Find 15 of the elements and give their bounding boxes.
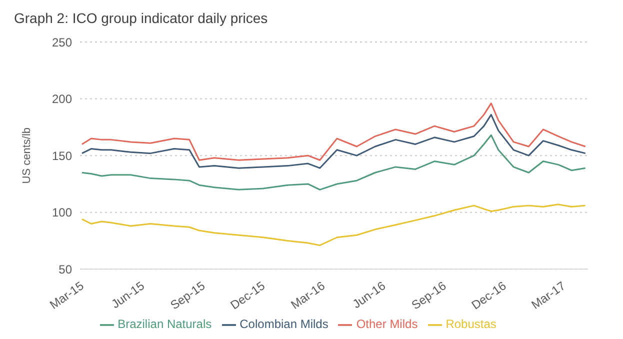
y-tick-label: 250: [52, 35, 72, 50]
legend-label: Other Milds: [356, 317, 418, 332]
line-series: [81, 134, 586, 190]
y-axis-title: US cents/lb: [20, 127, 33, 184]
y-tick-label: 150: [52, 148, 72, 163]
y-tick-label: 100: [52, 206, 72, 220]
y-tick-label: 50: [58, 262, 72, 276]
legend-label: Brazilian Naturals: [118, 317, 212, 332]
y-tick-label: 200: [52, 92, 72, 106]
line-series: [81, 102, 586, 161]
line-series: [81, 204, 586, 246]
chart-title: Graph 2: ICO group indicator daily prices: [13, 9, 269, 28]
legend-label: Robustas: [446, 317, 496, 332]
legend-label: Colombian Milds: [240, 317, 328, 332]
line-series: [81, 114, 586, 169]
